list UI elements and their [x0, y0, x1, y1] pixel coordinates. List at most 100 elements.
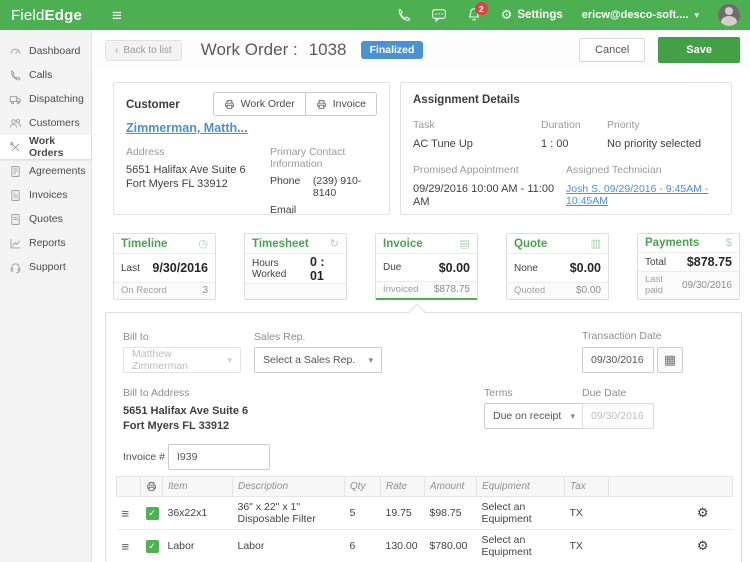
- invoice-detail-panel: Bill to Matthew Zimmerman ▾ Sales Rep. S…: [105, 312, 742, 562]
- sidebar-item-work-orders[interactable]: Work Orders: [0, 135, 91, 159]
- gear-icon: ⚙: [501, 7, 513, 23]
- sidebar-item-reports[interactable]: Reports: [0, 231, 91, 255]
- sidebar: Dashboard Calls Dispatching Customers Wo…: [0, 30, 92, 562]
- bill-to-label: Bill to: [123, 331, 149, 343]
- equipment-select[interactable]: Select an Equipment: [477, 530, 565, 562]
- invoice-doc-icon: ▤: [460, 237, 470, 250]
- invoice-card[interactable]: Invoice▤ Due$0.00 Invoiced$878.75: [375, 233, 478, 300]
- tax-cell: TX: [565, 530, 609, 562]
- user-menu[interactable]: ericw@desco-soft.... ▾: [582, 9, 699, 21]
- row-settings-gear-icon[interactable]: ⚙: [697, 538, 709, 553]
- tax-column-header: Tax: [565, 477, 609, 497]
- table-row: ≡ ✓ Labor Labor 6 130.00 $780.00 Select …: [117, 530, 733, 562]
- sidebar-item-invoices[interactable]: Invoices: [0, 183, 91, 207]
- cancel-button[interactable]: Cancel: [579, 38, 645, 62]
- terms-select[interactable]: Due on receipt ▾: [484, 403, 584, 429]
- transaction-date-label: Transaction Date: [582, 330, 662, 342]
- notification-badge: 2: [475, 2, 488, 15]
- payments-card[interactable]: Payments$ Total$878.75 Last paid09/30/20…: [637, 233, 740, 300]
- quote-card[interactable]: Quote▥ None$0.00 Quoted$0.00: [506, 233, 609, 300]
- customer-phone: (239) 910-8140: [313, 175, 377, 199]
- refresh-icon: ↻: [330, 237, 339, 250]
- work-order-page: FieldEdge ≡ 2 ⚙ Settings: [0, 0, 750, 562]
- check-icon: ✓: [148, 508, 156, 519]
- print-button-group: Work Order Invoice: [213, 92, 377, 116]
- sidebar-item-customers[interactable]: Customers: [0, 111, 91, 135]
- qty-cell: 6: [345, 530, 381, 562]
- back-to-list-button[interactable]: ‹ Back to list: [105, 40, 182, 61]
- print-invoice-button[interactable]: Invoice: [305, 92, 377, 116]
- equipment-select[interactable]: Select an Equipment: [477, 497, 565, 530]
- invoice-number-input[interactable]: [168, 444, 270, 470]
- timesheet-card[interactable]: Timesheet↻ Hours Worked0 : 01: [244, 233, 347, 300]
- chevron-left-icon: ‹: [115, 45, 118, 56]
- settings-button[interactable]: ⚙ Settings: [501, 7, 563, 23]
- sidebar-item-agreements[interactable]: Agreements: [0, 159, 91, 183]
- transaction-date-input[interactable]: [582, 347, 654, 373]
- calendar-button[interactable]: ▦: [657, 347, 683, 373]
- customer-card-title: Customer: [126, 92, 180, 111]
- action-bar: ‹ Back to list Work Order : 1038 Finaliz…: [92, 30, 750, 70]
- timeline-card[interactable]: Timeline◷ Last9/30/2016 On Record3: [113, 233, 216, 300]
- amount-cell: $98.75: [425, 497, 477, 530]
- task-value: AC Tune Up: [413, 138, 541, 150]
- item-cell: 36x22x1: [163, 497, 233, 530]
- printer-icon: [316, 99, 327, 110]
- user-email: ericw@desco-soft....: [582, 9, 689, 21]
- rate-cell: 19.75: [381, 497, 425, 530]
- due-date-input: [582, 403, 654, 429]
- actions-column-header: [609, 477, 733, 497]
- customers-icon: [9, 117, 22, 130]
- primary-contact-label: Primary Contact Information: [270, 146, 377, 170]
- stopwatch-icon: ◷: [198, 237, 208, 250]
- sales-rep-label: Sales Rep.: [254, 331, 305, 343]
- calls-icon: [9, 69, 22, 82]
- notifications-button[interactable]: 2: [466, 7, 482, 23]
- work-orders-icon: [9, 141, 22, 154]
- topbar-actions: 2 ⚙ Settings ericw@desco-soft.... ▾: [396, 4, 740, 26]
- table-row: ≡ ✓ 36x22x1 36" x 22" x 1" Disposable Fi…: [117, 497, 733, 530]
- panel-notch: [409, 304, 426, 321]
- drag-handle[interactable]: ≡: [122, 506, 130, 521]
- customer-card: Customer Work Order Invoice Zimmerman, M…: [113, 82, 390, 215]
- item-cell: Labor: [163, 530, 233, 562]
- description-cell: Labor: [233, 530, 345, 562]
- equipment-column-header: Equipment: [477, 477, 565, 497]
- quote-doc-icon: ▥: [591, 237, 601, 250]
- hamburger-menu-icon[interactable]: ≡: [112, 7, 122, 24]
- drag-column-header: [117, 477, 141, 497]
- row-settings-gear-icon[interactable]: ⚙: [697, 505, 709, 520]
- print-checkbox[interactable]: ✓: [146, 540, 159, 553]
- chevron-down-icon: ▾: [368, 355, 373, 366]
- calendar-icon: ▦: [664, 352, 676, 368]
- agreements-icon: [9, 165, 22, 178]
- print-work-order-button[interactable]: Work Order: [213, 92, 305, 116]
- bill-to-select[interactable]: Matthew Zimmerman ▾: [123, 347, 241, 373]
- save-button[interactable]: Save: [658, 37, 740, 63]
- duration-value: 1 : 00: [541, 138, 607, 150]
- customer-name-link[interactable]: Zimmerman, Matth...: [126, 121, 248, 135]
- amount-column-header: Amount: [425, 477, 477, 497]
- sidebar-item-support[interactable]: Support: [0, 255, 91, 279]
- tax-cell: TX: [565, 497, 609, 530]
- sidebar-item-quotes[interactable]: Quotes: [0, 207, 91, 231]
- sidebar-item-calls[interactable]: Calls: [0, 63, 91, 87]
- dashboard-icon: [9, 45, 22, 58]
- drag-handle[interactable]: ≡: [122, 539, 130, 554]
- sales-rep-select[interactable]: Select a Sales Rep. ▾: [254, 347, 382, 373]
- avatar[interactable]: [718, 4, 740, 26]
- chat-icon[interactable]: [431, 7, 447, 23]
- print-checkbox[interactable]: ✓: [146, 507, 159, 520]
- technician-link[interactable]: Josh S. 09/29/2016 - 9:45AM - 10:45AM: [566, 183, 708, 207]
- sidebar-item-dashboard[interactable]: Dashboard: [0, 39, 91, 63]
- assignment-card-title: Assignment Details: [413, 94, 719, 106]
- sidebar-item-dispatching[interactable]: Dispatching: [0, 87, 91, 111]
- priority-value: No priority selected: [607, 138, 719, 150]
- fieldedge-logo: FieldEdge: [11, 7, 82, 24]
- assignment-details-card: Assignment Details Task AC Tune Up Durat…: [400, 82, 732, 215]
- bill-to-address-label: Bill to Address: [123, 387, 190, 399]
- chevron-down-icon: ▾: [570, 411, 575, 422]
- address-label: Address: [126, 146, 270, 158]
- top-app-bar: FieldEdge ≡ 2 ⚙ Settings: [0, 0, 750, 30]
- phone-icon[interactable]: [396, 7, 412, 23]
